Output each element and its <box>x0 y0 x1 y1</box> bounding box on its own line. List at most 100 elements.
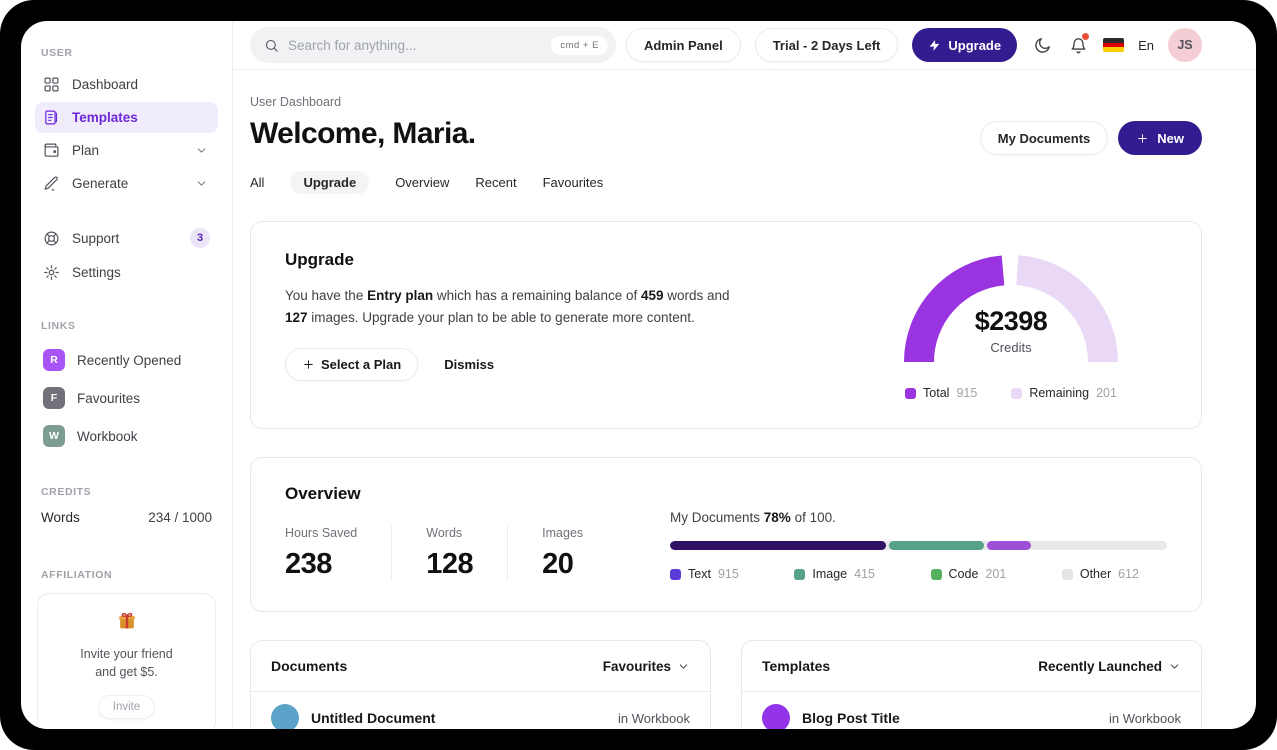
sidebar-item-dashboard[interactable]: Dashboard <box>35 69 218 100</box>
sidebar-link-label: Workbook <box>77 428 138 444</box>
support-count-badge: 3 <box>190 228 210 248</box>
sidebar-link-label: Favourites <box>77 390 141 406</box>
documents-filter-dropdown[interactable]: Favourites <box>603 659 690 674</box>
sidebar-item-label: Settings <box>72 265 121 280</box>
topbar-actions: Admin Panel Trial - 2 Days Left Upgrade … <box>625 28 1202 62</box>
chevron-down-icon <box>197 148 206 153</box>
letter-badge: R <box>43 349 65 371</box>
sidebar-item-label: Templates <box>72 110 138 125</box>
new-button[interactable]: New <box>1118 121 1202 155</box>
select-plan-button[interactable]: Select a Plan <box>285 348 419 382</box>
filter-tabs: All Upgrade Overview Recent Favourites <box>250 171 1202 194</box>
credits-value: 234 / 1000 <box>148 510 212 525</box>
germany-flag-icon[interactable] <box>1103 38 1125 52</box>
sidebar-link-workbook[interactable]: W Workbook <box>35 418 218 454</box>
pen-icon <box>44 176 58 191</box>
stat-words: Words 128 <box>391 526 507 581</box>
sidebar-item-label: Generate <box>72 176 129 191</box>
progress-caption: My Documents 78% of 100. <box>670 510 836 525</box>
trial-badge[interactable]: Trial - 2 Days Left <box>754 28 899 62</box>
sidebar-link-recently-opened[interactable]: R Recently Opened <box>35 342 218 378</box>
stat-images: Images 20 <box>507 526 617 581</box>
tab-recent[interactable]: Recent <box>475 175 517 190</box>
sidebar-item-label: Plan <box>72 143 100 158</box>
stat-hours-saved: Hours Saved 238 <box>285 526 358 580</box>
dark-mode-toggle[interactable] <box>1031 34 1053 56</box>
template-name: Blog Post Title <box>802 710 900 726</box>
sidebar-link-favourites[interactable]: F Favourites <box>35 380 218 416</box>
legend-item-text: Text 915 <box>670 567 739 581</box>
gauge-value: $2398 <box>974 306 1048 336</box>
tab-favourites[interactable]: Favourites <box>542 175 604 190</box>
dismiss-button[interactable]: Dismiss <box>444 357 495 373</box>
sidebar-section-affiliation: AFFILIATION <box>41 569 113 581</box>
search-input[interactable]: Search for anything... cmd + E <box>250 27 616 63</box>
bar-segment-text <box>670 541 887 550</box>
credits-gauge: $2398 Credits Total 915 Remaining <box>891 250 1131 400</box>
bolt-icon <box>929 39 940 51</box>
document-avatar <box>271 704 299 729</box>
document-row[interactable]: Untitled Document in Workbook <box>251 692 710 729</box>
sidebar-link-label: Recently Opened <box>77 352 182 368</box>
legend-item-other: Other 612 <box>1061 567 1139 581</box>
tab-overview[interactable]: Overview <box>395 175 450 190</box>
main-area: Search for anything... cmd + E Admin Pan… <box>233 21 1256 729</box>
admin-panel-button[interactable]: Admin Panel <box>625 28 741 62</box>
gauge-chart <box>904 255 1118 363</box>
notifications-button[interactable] <box>1067 33 1090 56</box>
grid-icon <box>44 77 59 92</box>
plus-icon <box>1138 133 1148 143</box>
chevron-down-icon <box>197 181 206 186</box>
plus-icon <box>304 360 313 369</box>
upgrade-button[interactable]: Upgrade <box>912 28 1018 62</box>
notification-dot <box>1082 33 1090 40</box>
search-placeholder: Search for anything... <box>288 37 417 53</box>
templates-filter-dropdown[interactable]: Recently Launched <box>1038 659 1181 674</box>
my-documents-button[interactable]: My Documents <box>979 121 1109 155</box>
document-location: in Workbook <box>617 710 690 726</box>
letter-badge: W <box>43 425 65 447</box>
sidebar-item-label: Dashboard <box>72 77 139 92</box>
gear-icon <box>44 265 59 280</box>
legend-item-image: Image 415 <box>794 567 875 581</box>
bottom-cards: Documents Favourites Untitled Document i… <box>250 640 1202 729</box>
legend-item-total: Total 915 <box>905 386 977 400</box>
sidebar-section-credits: CREDITS <box>41 486 92 498</box>
chevron-down-icon <box>1170 663 1179 669</box>
document-icon <box>45 110 58 125</box>
sidebar-section-links: LINKS <box>41 320 76 332</box>
documents-progress: My Documents 78% of 100. Text 915 <box>670 484 1167 581</box>
topbar: Search for anything... cmd + E Admin Pan… <box>233 21 1256 70</box>
lifebuoy-icon <box>44 231 59 245</box>
stacked-bar <box>670 541 1167 550</box>
template-row[interactable]: Blog Post Title in Workbook <box>742 692 1201 729</box>
template-location: in Workbook <box>1108 710 1181 726</box>
template-avatar <box>762 704 790 729</box>
app-window: USER Dashboard Templates Plan Generate S… <box>21 21 1256 729</box>
sidebar-item-templates[interactable]: Templates <box>35 102 218 133</box>
sidebar-item-generate[interactable]: Generate <box>35 168 218 199</box>
gift-icon <box>118 612 135 629</box>
affiliation-text: Invite your friend and get $5. <box>80 647 173 680</box>
overview-card: Overview Hours Saved 238 Words 128 Image… <box>250 457 1202 612</box>
invite-button[interactable]: Invite <box>97 695 156 720</box>
credits-row: Words 234 / 1000 <box>35 508 218 533</box>
legend-item-remaining: Remaining 201 <box>1011 386 1117 400</box>
document-name: Untitled Document <box>311 710 436 726</box>
language-selector[interactable]: En <box>1138 37 1154 53</box>
user-avatar[interactable]: JS <box>1168 28 1202 62</box>
upgrade-card: Upgrade You have the Entry plan which ha… <box>250 221 1202 429</box>
header-actions: My Documents New <box>979 121 1202 155</box>
sidebar-section-user: USER <box>41 47 73 59</box>
search-shortcut-badge: cmd + E <box>551 35 608 55</box>
gauge-label: Credits <box>990 340 1032 355</box>
sidebar-item-support[interactable]: Support 3 <box>35 221 218 255</box>
sidebar-item-settings[interactable]: Settings <box>35 257 218 288</box>
sidebar-item-plan[interactable]: Plan <box>35 135 218 166</box>
overview-stats: Hours Saved 238 Words 128 Images 20 <box>285 526 670 581</box>
tab-all[interactable]: All <box>250 175 265 190</box>
documents-card: Documents Favourites Untitled Document i… <box>250 640 711 729</box>
chevron-down-icon <box>679 663 688 669</box>
tab-upgrade[interactable]: Upgrade <box>290 171 370 194</box>
